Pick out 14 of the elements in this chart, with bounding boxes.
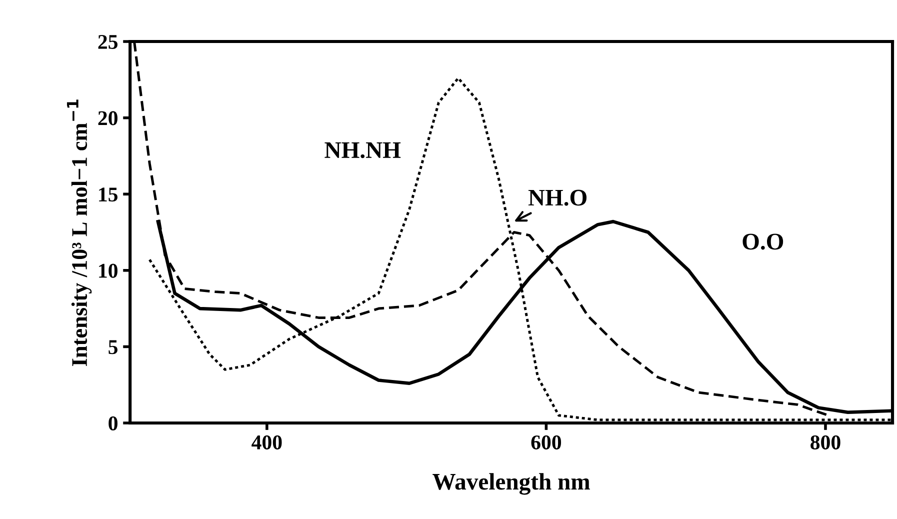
series-label: NH.NH — [324, 142, 401, 158]
x-axis-title: Wavelength nm — [432, 473, 590, 495]
x-tick-label: 800 — [810, 435, 840, 450]
y-tick-label: 0 — [108, 416, 118, 430]
x-tick-label: 600 — [531, 435, 562, 450]
y-tick-label: 20 — [98, 111, 118, 126]
y-tick-label: 10 — [99, 264, 118, 278]
y-tick-label: 5 — [108, 340, 118, 354]
series-label: NH.O — [528, 190, 587, 206]
y-tick-label: 25 — [98, 34, 118, 49]
x-tick-label: 400 — [252, 435, 282, 450]
y-axis-title: Intensity /10³ L mol−1 cm$^{−1}$ — [66, 100, 92, 366]
text: O.O — [742, 234, 784, 250]
y-tick-label: 15 — [99, 188, 118, 202]
